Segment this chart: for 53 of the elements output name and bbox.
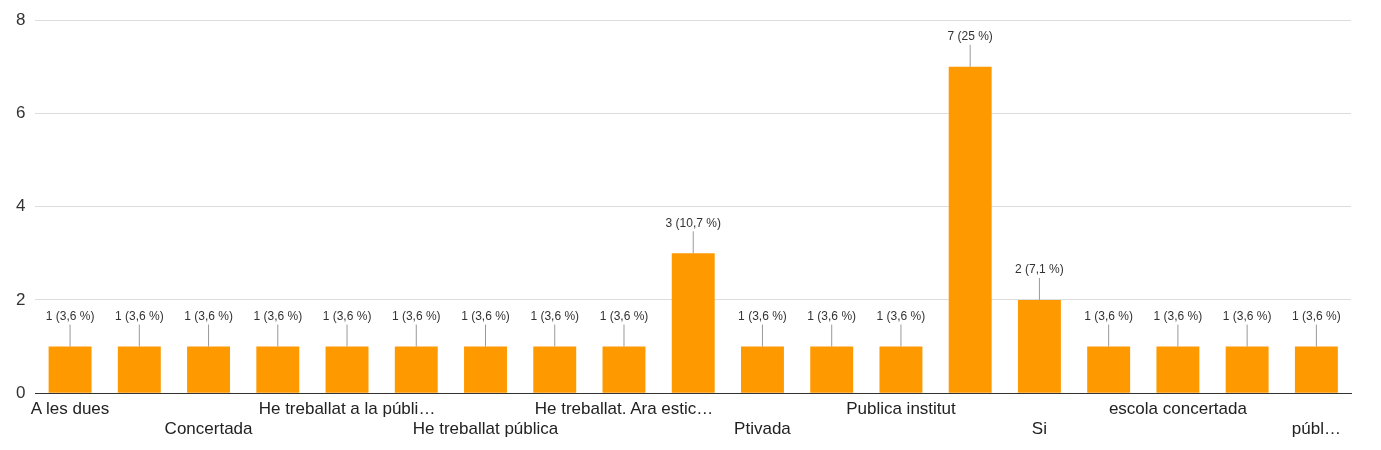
x-tick-label: Concertada	[164, 419, 254, 439]
data-label: 1 (3,6 %)	[1292, 308, 1341, 323]
x-tick-label: Si	[1031, 419, 1047, 439]
x-tick-label: Publica institut	[846, 399, 957, 419]
bar	[1294, 346, 1338, 393]
data-label: 1 (3,6 %)	[461, 308, 510, 323]
data-label: 1 (3,6 %)	[738, 308, 787, 323]
x-tick-label: escola concertada	[1108, 399, 1248, 419]
data-label: 1 (3,6 %)	[1084, 308, 1134, 323]
y-tick-label: 0	[15, 382, 26, 402]
y-tick-label: 8	[15, 9, 26, 29]
bar	[1156, 346, 1200, 393]
bar	[256, 346, 300, 393]
x-tick-label: públ…	[1291, 419, 1341, 439]
data-label: 1 (3,6 %)	[322, 308, 372, 323]
x-tick-label: He treballat pública	[412, 419, 559, 439]
data-label: 1 (3,6 %)	[391, 308, 441, 323]
data-label: 1 (3,6 %)	[876, 308, 926, 323]
data-label: 3 (10,7 %)	[665, 215, 721, 230]
data-label: 1 (3,6 %)	[1222, 308, 1272, 323]
bar	[602, 346, 646, 393]
bar	[671, 253, 715, 393]
bar	[1225, 346, 1269, 393]
data-label: 1 (3,6 %)	[530, 308, 580, 323]
bar	[879, 346, 923, 393]
x-tick-label: A les dues	[30, 399, 110, 419]
x-tick-label: He treballat a la públi…	[258, 399, 436, 419]
y-tick-label: 2	[15, 289, 26, 309]
bar	[48, 346, 92, 393]
bar	[1017, 299, 1061, 393]
data-label: 1 (3,6 %)	[184, 308, 233, 323]
data-label: 1 (3,6 %)	[45, 308, 95, 323]
bar	[533, 346, 577, 393]
data-label: 1 (3,6 %)	[114, 308, 164, 323]
bar	[325, 346, 369, 393]
bar	[187, 346, 231, 393]
data-label: 1 (3,6 %)	[807, 308, 857, 323]
x-tick-label: He treballat. Ara estic…	[534, 399, 714, 419]
data-label: 2 (7,1 %)	[1015, 262, 1064, 277]
bar	[1087, 346, 1131, 393]
bar	[117, 346, 161, 393]
y-tick-label: 4	[15, 196, 26, 216]
y-tick-label: 6	[15, 103, 26, 123]
bar	[948, 66, 992, 393]
bar	[741, 346, 784, 393]
bar	[394, 346, 438, 393]
data-label: 1 (3,6 %)	[253, 308, 303, 323]
data-label: 1 (3,6 %)	[1153, 308, 1203, 323]
bar	[810, 346, 854, 393]
x-tick-label: Ptivada	[734, 419, 792, 439]
data-label: 1 (3,6 %)	[599, 308, 649, 323]
bar	[464, 346, 507, 393]
data-label: 7 (25 %)	[947, 29, 993, 44]
